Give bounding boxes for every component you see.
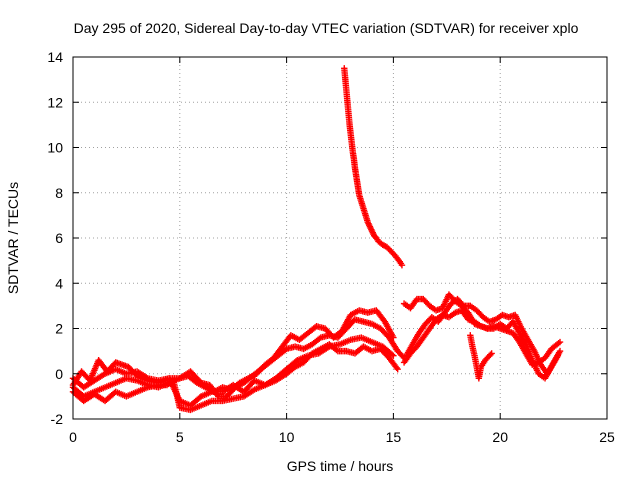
axis-ticks: 0 5 10 15 20 25 -2 0 2 4 6 8 10 12 14 [47, 49, 615, 445]
data-point-track-d [388, 351, 396, 358]
x-tick-label: 5 [176, 429, 184, 445]
x-tick-label: 20 [492, 429, 508, 445]
data-point-track-b [399, 353, 406, 360]
y-tick-label: 8 [55, 185, 63, 201]
data-point-track-f [555, 340, 562, 347]
y-tick-label: -2 [51, 411, 64, 427]
data-point-track-h [488, 350, 495, 357]
data-point-track-g [556, 347, 564, 355]
y-tick-label: 4 [55, 275, 63, 291]
data-point-spike [398, 261, 406, 269]
data-marks [69, 65, 564, 414]
x-tick-label: 15 [386, 429, 402, 445]
chart-title: Day 295 of 2020, Sidereal Day-to-day VTE… [74, 20, 579, 36]
data-point-track-d [390, 352, 397, 359]
x-axis-label: GPS time / hours [287, 458, 394, 474]
x-tick-label: 0 [69, 429, 77, 445]
y-tick-label: 2 [55, 321, 63, 337]
y-tick-label: 14 [47, 49, 63, 65]
data-point-track-c [393, 364, 400, 372]
y-tick-label: 0 [55, 366, 63, 382]
data-point-track-f [556, 338, 564, 346]
y-tick-label: 12 [47, 94, 63, 110]
grid [73, 57, 607, 419]
y-tick-label: 6 [55, 230, 63, 246]
y-axis-label: SDTVAR / TECUs [5, 182, 21, 294]
x-tick-label: 25 [599, 429, 615, 445]
y-tick-label: 10 [47, 140, 63, 156]
data-point-track-c [394, 366, 401, 373]
data-point-track-g [459, 301, 466, 308]
data-point-track-h [487, 351, 494, 358]
x-tick-label: 10 [279, 429, 295, 445]
